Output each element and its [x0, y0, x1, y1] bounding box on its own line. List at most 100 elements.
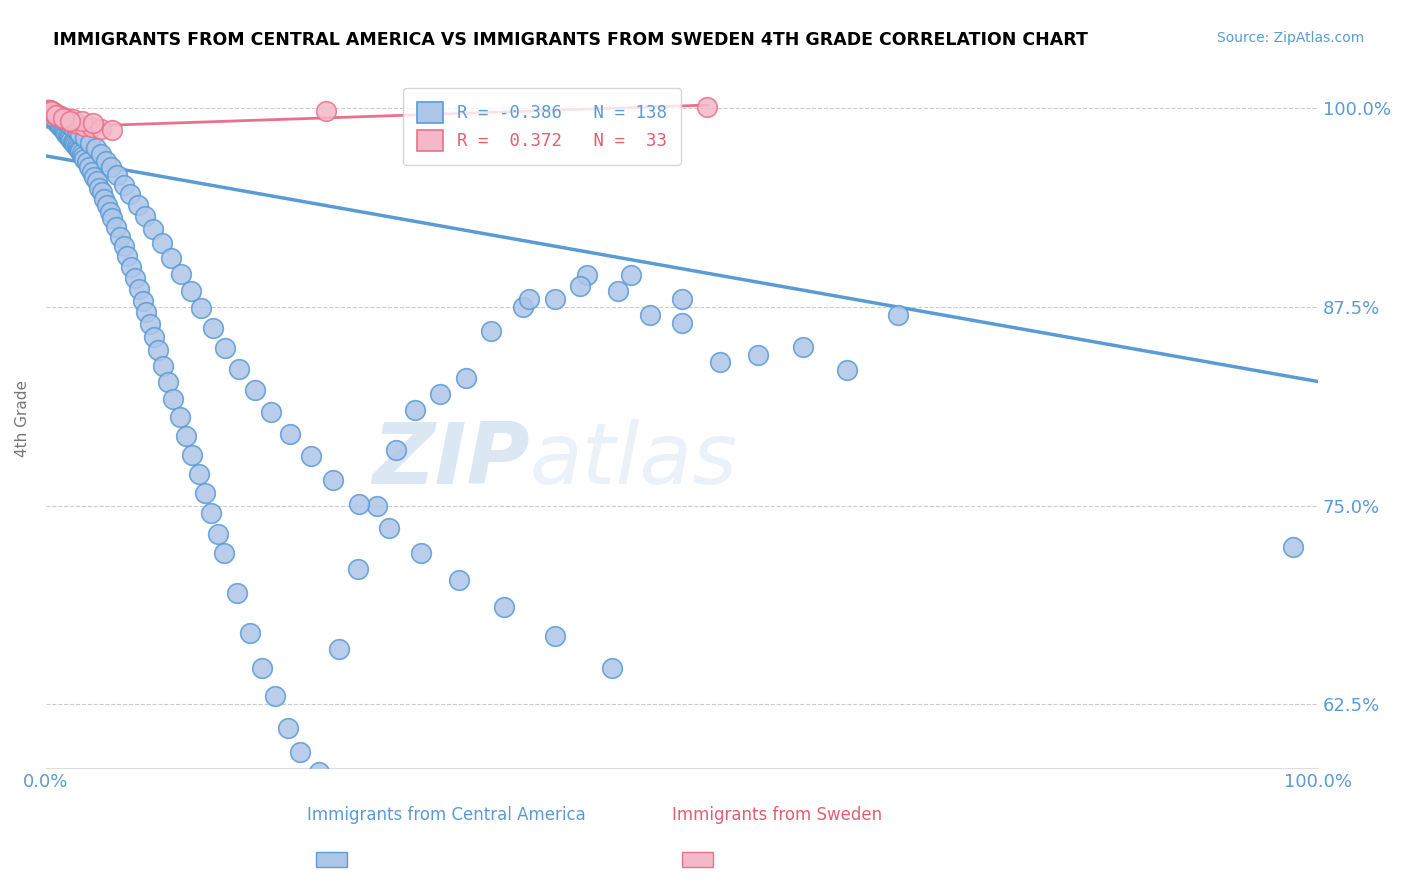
Point — [45, 107, 67, 121]
Point — [105, 168, 128, 182]
Point — [42, 106, 65, 120]
Point — [228, 362, 250, 376]
Point — [91, 186, 114, 200]
Point — [51, 120, 73, 135]
Text: IMMIGRANTS FROM CENTRAL AMERICA VS IMMIGRANTS FROM SWEDEN 4TH GRADE CORRELATION : IMMIGRANTS FROM CENTRAL AMERICA VS IMMIG… — [53, 31, 1088, 49]
Point — [41, 107, 63, 121]
Point — [42, 109, 65, 123]
Point — [73, 119, 96, 133]
Point — [44, 107, 66, 121]
Point — [479, 324, 502, 338]
Point — [48, 117, 70, 131]
Point — [84, 141, 107, 155]
Point — [77, 160, 100, 174]
Point — [157, 375, 180, 389]
Text: atlas: atlas — [530, 418, 737, 501]
Point — [170, 267, 193, 281]
Point — [51, 122, 73, 136]
Point — [190, 301, 212, 316]
Point — [80, 120, 103, 135]
Point — [454, 371, 477, 385]
Text: Immigrants from Central America: Immigrants from Central America — [308, 806, 586, 824]
Point — [38, 104, 60, 119]
Point — [492, 600, 515, 615]
Point — [544, 292, 567, 306]
Point — [72, 149, 94, 163]
Point — [62, 112, 84, 127]
Point — [89, 180, 111, 194]
Point — [65, 137, 87, 152]
Point — [146, 343, 169, 357]
Point — [41, 104, 63, 119]
Point — [180, 284, 202, 298]
Point — [118, 187, 141, 202]
Point — [58, 114, 80, 128]
Point — [45, 107, 67, 121]
Point — [638, 308, 661, 322]
Point — [709, 355, 731, 369]
Point — [264, 689, 287, 703]
Point — [139, 318, 162, 332]
Point — [174, 428, 197, 442]
Point — [544, 629, 567, 643]
Point — [55, 111, 77, 125]
Point — [70, 114, 93, 128]
Point — [48, 109, 70, 123]
Point — [65, 139, 87, 153]
Point — [159, 251, 181, 265]
Point — [322, 473, 344, 487]
Point — [187, 467, 209, 481]
Point — [38, 103, 60, 117]
Point — [112, 239, 135, 253]
Point — [41, 106, 63, 120]
Point — [112, 178, 135, 192]
Point — [124, 271, 146, 285]
Point — [41, 109, 63, 123]
Point — [94, 153, 117, 168]
Point — [76, 155, 98, 169]
Point — [238, 625, 260, 640]
Point — [207, 527, 229, 541]
Point — [37, 103, 59, 117]
Point — [65, 123, 87, 137]
Point — [51, 109, 73, 123]
Point — [38, 104, 60, 119]
Point — [98, 204, 121, 219]
Point — [93, 192, 115, 206]
Point — [308, 765, 330, 780]
Point — [117, 249, 139, 263]
Point — [290, 745, 312, 759]
Point — [60, 133, 83, 147]
Point — [86, 174, 108, 188]
Point — [67, 143, 90, 157]
Point — [575, 268, 598, 282]
Point — [53, 112, 76, 127]
Point — [152, 359, 174, 373]
Point — [169, 409, 191, 424]
Point — [38, 104, 60, 119]
Point — [346, 562, 368, 576]
Point — [66, 117, 89, 131]
Point — [55, 127, 77, 141]
Point — [46, 107, 69, 121]
Point — [45, 114, 67, 128]
Point — [66, 141, 89, 155]
Point — [162, 392, 184, 406]
Point — [512, 300, 534, 314]
Point — [108, 230, 131, 244]
Point — [63, 136, 86, 151]
Point — [837, 363, 859, 377]
Point — [299, 449, 322, 463]
Point — [315, 104, 337, 119]
Point — [59, 131, 82, 145]
Point — [411, 546, 433, 560]
Point — [104, 220, 127, 235]
Y-axis label: 4th Grade: 4th Grade — [15, 380, 30, 457]
Point — [49, 119, 72, 133]
Point — [73, 152, 96, 166]
Point — [127, 198, 149, 212]
Point — [83, 169, 105, 184]
Point — [214, 341, 236, 355]
Point — [75, 131, 97, 145]
Point — [53, 125, 76, 139]
